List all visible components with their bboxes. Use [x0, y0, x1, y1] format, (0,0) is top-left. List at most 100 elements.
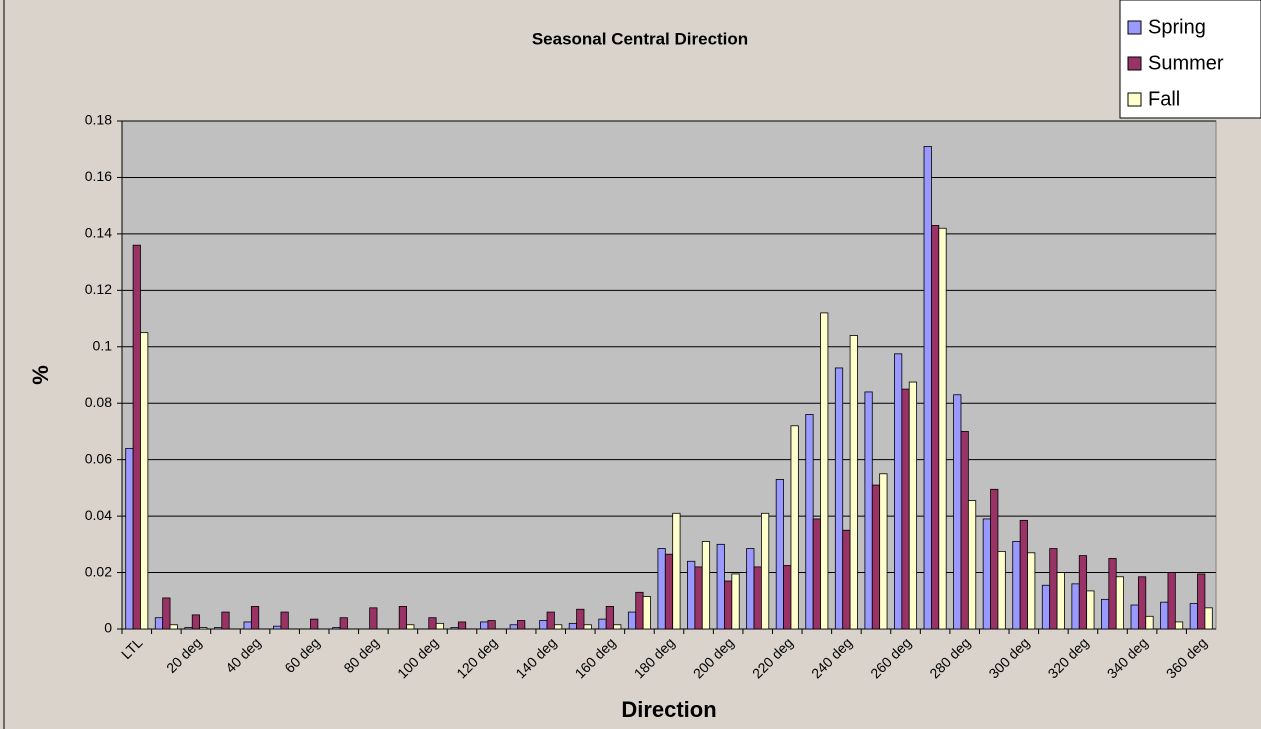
y-tick-label: 0.06 [85, 450, 112, 466]
bar [162, 597, 171, 630]
bar [871, 484, 881, 630]
bar [701, 541, 711, 630]
bar [1160, 601, 1169, 630]
bar [480, 621, 489, 630]
bar [1167, 572, 1176, 630]
bar [509, 624, 518, 630]
bar [546, 611, 555, 630]
bar [664, 553, 674, 630]
bar [923, 145, 932, 630]
bar [517, 620, 526, 630]
bar [834, 367, 844, 630]
bar [369, 607, 378, 630]
y-tick-label: 0.18 [85, 112, 112, 128]
legend-swatch [1127, 56, 1142, 71]
bar [583, 624, 592, 630]
bar [960, 431, 969, 630]
y-tick-label: 0.12 [85, 281, 112, 297]
bar [642, 596, 651, 630]
bar [990, 488, 999, 630]
legend-label: Spring [1148, 16, 1206, 38]
bar [894, 353, 903, 630]
bar [1078, 555, 1088, 630]
bar [842, 529, 851, 630]
bar [938, 227, 947, 630]
bar [613, 624, 622, 630]
bar [783, 565, 792, 630]
bar [250, 606, 260, 630]
bar [213, 627, 223, 630]
bar [731, 573, 740, 630]
bar [221, 611, 230, 630]
bar [1012, 541, 1021, 630]
y-tick-label: 0.04 [85, 507, 112, 523]
bar [539, 620, 548, 630]
legend-label: Summer [1148, 52, 1224, 74]
bar [339, 617, 348, 630]
bar [687, 560, 696, 630]
bar [694, 566, 703, 630]
chart-title: Seasonal Central Direction [532, 29, 748, 48]
bar [576, 608, 585, 630]
bar [132, 244, 141, 630]
bar [635, 591, 644, 630]
bar [753, 566, 762, 630]
bar [435, 622, 444, 630]
bar [724, 580, 733, 630]
bar [1049, 548, 1058, 630]
bar [901, 388, 910, 630]
bar [805, 414, 814, 630]
bar [864, 391, 873, 630]
bar [1108, 558, 1117, 630]
bar [1115, 576, 1125, 630]
bar [598, 618, 607, 630]
bar [908, 381, 918, 630]
y-tick-label: 0.16 [85, 168, 112, 184]
bar [487, 620, 496, 630]
bar [1189, 603, 1198, 630]
bar [457, 621, 467, 630]
x-axis-label: Direction [621, 697, 716, 722]
bar [243, 621, 252, 630]
bar [746, 548, 755, 630]
y-tick-label: 0.08 [85, 394, 112, 410]
bar [1101, 598, 1110, 630]
bar [332, 627, 341, 630]
bar [997, 550, 1006, 630]
bar [812, 518, 821, 630]
bar [716, 543, 725, 630]
bar [1137, 576, 1147, 630]
bar [1027, 552, 1036, 630]
bar [1197, 573, 1206, 630]
bar [184, 627, 193, 630]
bar [169, 624, 178, 630]
bar [568, 622, 578, 630]
bar [760, 512, 770, 630]
bar [849, 335, 858, 630]
bar [1086, 590, 1095, 630]
bar [450, 627, 459, 630]
bar [605, 606, 614, 630]
plot-area [121, 120, 1217, 630]
bar [154, 617, 164, 630]
bar [398, 606, 407, 630]
y-tick-label: 0 [104, 620, 112, 636]
bar [820, 312, 829, 630]
bar [627, 611, 637, 630]
y-tick-label: 0.02 [85, 563, 112, 579]
bar [790, 425, 799, 630]
bar [1019, 519, 1028, 630]
bar [931, 225, 940, 630]
bar [1130, 604, 1139, 630]
bar [1041, 584, 1051, 630]
bar [1071, 583, 1080, 630]
legend [1119, 0, 1261, 119]
bar [554, 624, 563, 630]
bar [1174, 621, 1184, 630]
y-tick-label: 0.14 [85, 225, 112, 241]
bar [775, 479, 784, 630]
bar [310, 618, 319, 630]
legend-label: Fall [1148, 88, 1180, 110]
legend-swatch [1127, 20, 1142, 35]
